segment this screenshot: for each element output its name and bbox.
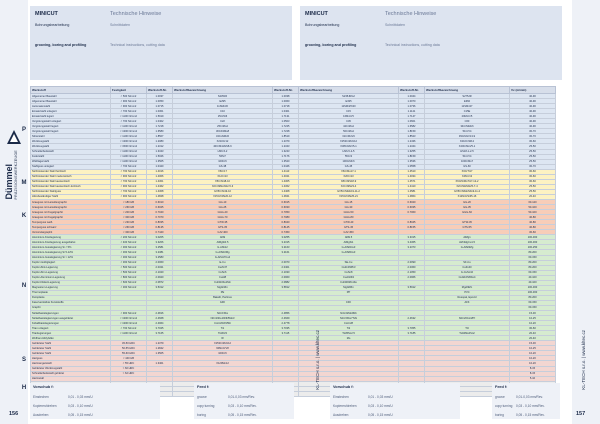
feed-box-right-de: Vorschub f: Einstechen 0,01 - 0,03 mm/U … — [330, 383, 460, 419]
feed-label: groove — [197, 395, 207, 399]
feed-value: 0,03 - 0,10 mm/U — [368, 404, 393, 408]
column-header: Werkstoff-Nr. — [146, 86, 173, 94]
table-row: Grauguss mit Lamellengraphit < 260 HB 0.60… — [30, 204, 556, 211]
feed-label: Kopieren/drehen — [33, 404, 57, 408]
material-group-label: M — [21, 180, 27, 186]
header-right-tech-sub: Schnittdaten — [385, 23, 405, 27]
table-row: Kupfer-Zink-Legierung < 500 N/mm2 2.0321 Cu… — [30, 264, 556, 271]
table-row: Grauguss mit Lamellengraphit < 180 HB 0.60… — [30, 198, 556, 206]
feed-value: 0,01-0,03 mm/Rev. — [516, 395, 543, 399]
table-header-row: Werkstoff Festigkeit Werkstoff-Nr. Werkstof… — [30, 86, 556, 94]
material-group-label: S — [21, 356, 26, 363]
column-header: Vc (m/min) — [509, 86, 556, 94]
header-left-tech-title: Technische Hinweise — [110, 11, 162, 17]
feed-value: 0,01 - 0,03 mm/U — [368, 395, 393, 399]
table-row: Aluminium-Gusslegierung Si < 5% < 300 N/m… — [30, 244, 556, 251]
feed-label: Einstechen — [333, 395, 349, 399]
header-left-tech-en: Technical instructions, cutting data — [110, 43, 165, 47]
brand-tag: PRÄZISIONSWERKZEUGE — [14, 150, 18, 200]
feed-label: copy turning — [495, 404, 513, 408]
table-row: Einsatzstahl unlegiert < 700 N/mm2 1.0301 C… — [30, 108, 556, 115]
table-row: Hartmetall 5-10 — [30, 375, 556, 382]
feed-label: Ausdrehen — [33, 413, 49, 417]
material-group-label: P — [21, 127, 26, 133]
brand-name: Dümmel PRÄZISIONSWERKZEUGE — [4, 150, 18, 199]
feed-box-left-de: Vorschub f: Einstechen 0,01 - 0,03 mm/U … — [30, 383, 160, 419]
header-right-tech-en: Technical instructions, cutting data — [385, 43, 440, 47]
feed-label: groove — [495, 395, 505, 399]
column-header: Werkstoff-Nr. — [398, 86, 425, 94]
feed-value: 0,03 - 0,10 mm/Rev. — [228, 404, 257, 408]
material-group-label: K — [21, 212, 27, 219]
table-body: Allgemeiner Baustahl < 500 N/mm2 1.0037 S23… — [30, 92, 556, 397]
feed-value: 0,05 - 0,15 mm/U — [68, 413, 93, 417]
table-row: Magnesium-Legierung < 300 N/mm2 3.5312 MgAl… — [30, 284, 556, 291]
right-side-text: KL-TECH s.r.o. | www.kltec.cz — [581, 330, 586, 390]
feed-box-right-en: Feed f: groove 0,01-0,03 mm/Rev. copy tu… — [492, 383, 560, 419]
feed-box-left-en: Feed f: groove 0,01-0,03 mm/Rev. copy tu… — [194, 383, 294, 419]
feed-label: copy turning — [197, 404, 215, 408]
header-left: MINICUT Bohrungsbearbeitung grooving, bo… — [30, 6, 292, 80]
feed-label: Kopieren/drehen — [333, 404, 357, 408]
feed-value: 0,05 - 0,15 mm/Rev. — [516, 413, 545, 417]
feed-title: Feed f: — [495, 385, 508, 389]
feed-title: Feed f: — [197, 385, 210, 389]
duemmel-logo-icon — [7, 130, 21, 144]
table-row: Nickelbasislegierungen < 900 N/mm2 2.4816 N… — [30, 310, 556, 317]
feed-value: 0,01-0,03 mm/Rev. — [228, 395, 255, 399]
column-header: Festigkeit — [110, 86, 147, 94]
material-group-label: N — [21, 283, 27, 289]
feed-label: Einstechen — [33, 395, 49, 399]
header-right: MINICUT Bohrungsbearbeitung grooving, bo… — [300, 6, 562, 80]
feed-value: 0,01 - 0,03 mm/U — [68, 395, 93, 399]
feed-title: Vorschub f: — [333, 385, 354, 389]
feed-value: 0,05 - 0,15 mm/Rev. — [228, 413, 257, 417]
feed-label: boring — [197, 413, 206, 417]
header-right-subtitle-en: grooving, boring and profiling — [305, 43, 357, 47]
center-side-text: KL-TECH s.r.o. | www.kltec.cz — [315, 330, 320, 390]
column-header: Werkstoffbezeichnung — [172, 86, 273, 94]
header-left-title: MINICUT — [35, 11, 58, 17]
feed-value: 0,05 - 0,15 mm/U — [368, 413, 393, 417]
cutting-data-table: Werkstoff Festigkeit Werkstoff-Nr. Werkstof… — [30, 86, 556, 397]
column-header: Werkstoff-Nr. — [272, 86, 299, 94]
header-right-title: MINICUT — [305, 11, 328, 17]
table-row: Aluminium-Gusslegierung Si > 12% < 300 N/… — [30, 254, 556, 261]
material-group-label: H — [21, 384, 27, 391]
feed-value: 0,03 - 0,10 mm/U — [68, 404, 93, 408]
table-row: Schnellarbeitsstahl gehärtet > 62 HRC 8-15 — [30, 370, 556, 377]
table-row: Vergütungsstahl unlegiert < 700 N/mm2 1.04… — [30, 118, 556, 125]
header-left-subtitle: Bohrungsbearbeitung — [35, 23, 70, 27]
feed-title: Vorschub f: — [33, 385, 54, 389]
feed-label: boring — [495, 413, 504, 417]
right-sidebar — [572, 0, 600, 424]
left-sidebar — [0, 0, 28, 424]
table-row: Gehärteter Werkzeugstahl > 60 HRC 8-15 — [30, 365, 556, 372]
feed-label: Ausdrehen — [333, 413, 349, 417]
column-header: Werkstoffbezeichnung — [298, 86, 399, 94]
page-number-right: 157 — [576, 411, 586, 417]
table-row: Allgemeiner Baustahl < 500 N/mm2 1.0037 S23… — [30, 92, 556, 100]
page-number-left: 156 — [9, 411, 19, 417]
table-row: Gehärteter Stahl 55-60 HRC 1.3505 100Cr6 10-… — [30, 350, 556, 357]
table-row: Vergütungsstahl legiert < 1300 N/mm2 1.658… — [30, 128, 556, 135]
feed-value: 0,03 - 0,10 mm/Rev. — [516, 404, 545, 408]
table-row: Nichtrostender Stahl martensitisch < 900 … — [30, 173, 556, 180]
table-row: Wälzlagerstahl < 1100 N/mm2 1.3505 100Cr6 1.… — [30, 158, 556, 165]
header-left-tech-sub: Schnittdaten — [110, 23, 130, 27]
header-left-subtitle-en: grooving, boring and profiling — [35, 43, 87, 47]
header-right-subtitle: Bohrungsbearbeitung — [305, 23, 340, 27]
table-row: Nickelbasislegierungen ausgehärtet < 1300… — [30, 315, 556, 322]
brand-text: Dümmel — [4, 163, 14, 200]
column-header: Werkstoffbezeichnung — [424, 86, 510, 94]
header-right-tech-title: Technische Hinweise — [385, 11, 437, 17]
column-header: Werkstoff — [30, 86, 111, 94]
